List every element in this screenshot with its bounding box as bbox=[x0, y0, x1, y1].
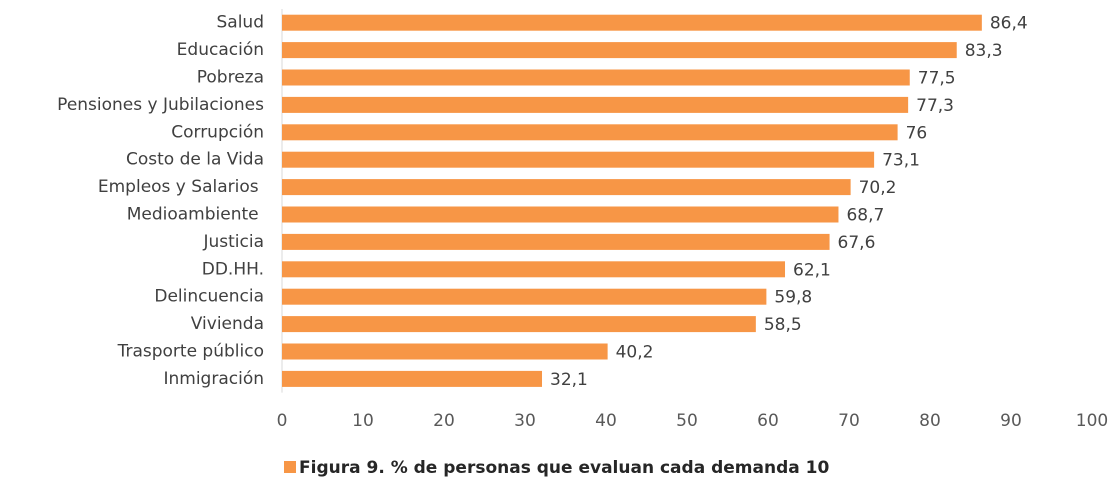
x-tick-label: 40 bbox=[595, 411, 617, 431]
legend-label: Figura 9. % de personas que evaluan cada… bbox=[299, 458, 829, 478]
y-tick-label: Educación bbox=[177, 40, 264, 60]
y-tick-label: DD.HH. bbox=[202, 259, 264, 279]
y-tick-label: Delincuencia bbox=[154, 287, 264, 307]
y-tick-label: Justicia bbox=[202, 232, 264, 252]
y-tick-label: Costo de la Vida bbox=[126, 150, 264, 170]
x-tick-label: 100 bbox=[1076, 411, 1108, 431]
bar bbox=[282, 261, 786, 278]
x-tick-label: 30 bbox=[514, 411, 536, 431]
data-label: 59,8 bbox=[774, 288, 812, 308]
y-tick-label: Vivienda bbox=[191, 314, 264, 334]
y-tick-label: Inmigración bbox=[163, 369, 264, 389]
data-label: 76 bbox=[906, 123, 928, 143]
bar bbox=[282, 206, 839, 223]
x-tick-label: 60 bbox=[757, 411, 779, 431]
bar bbox=[282, 151, 875, 168]
x-tick-label: 0 bbox=[277, 411, 288, 431]
x-tick-label: 80 bbox=[919, 411, 941, 431]
y-tick-label: Medioambiente bbox=[127, 205, 264, 225]
bar bbox=[282, 69, 910, 86]
bar bbox=[282, 233, 830, 250]
y-tick-label: Corrupción bbox=[171, 122, 264, 142]
data-label: 70,2 bbox=[859, 178, 897, 198]
bar bbox=[282, 14, 982, 31]
data-label: 73,1 bbox=[882, 151, 920, 171]
x-tick-label: 20 bbox=[433, 411, 455, 431]
x-tick-label: 90 bbox=[1000, 411, 1022, 431]
data-label: 32,1 bbox=[550, 370, 588, 390]
y-tick-label: Pensiones y Jubilaciones bbox=[57, 95, 264, 115]
y-tick-label: Empleos y Salarios bbox=[98, 177, 264, 197]
bar bbox=[282, 316, 756, 333]
data-label: 77,3 bbox=[916, 96, 954, 116]
x-tick-label: 70 bbox=[838, 411, 860, 431]
data-label: 67,6 bbox=[838, 233, 876, 253]
x-tick-label: 50 bbox=[676, 411, 698, 431]
bar bbox=[282, 124, 898, 141]
bar bbox=[282, 96, 909, 113]
y-tick-label: Trasporte público bbox=[117, 342, 264, 362]
bar bbox=[282, 179, 851, 196]
bar bbox=[282, 370, 543, 387]
x-tick-label: 10 bbox=[352, 411, 374, 431]
data-label: 68,7 bbox=[846, 206, 884, 226]
data-label: 58,5 bbox=[764, 315, 802, 335]
legend-swatch bbox=[284, 461, 296, 473]
data-label: 77,5 bbox=[918, 69, 956, 89]
bar bbox=[282, 288, 767, 305]
bar bbox=[282, 42, 957, 59]
data-label: 62,1 bbox=[793, 260, 831, 280]
y-tick-label: Pobreza bbox=[197, 68, 264, 88]
data-label: 83,3 bbox=[965, 41, 1003, 61]
data-label: 40,2 bbox=[616, 343, 654, 363]
data-label: 86,4 bbox=[990, 14, 1028, 34]
bar bbox=[282, 343, 608, 360]
y-tick-label: Salud bbox=[217, 13, 265, 33]
